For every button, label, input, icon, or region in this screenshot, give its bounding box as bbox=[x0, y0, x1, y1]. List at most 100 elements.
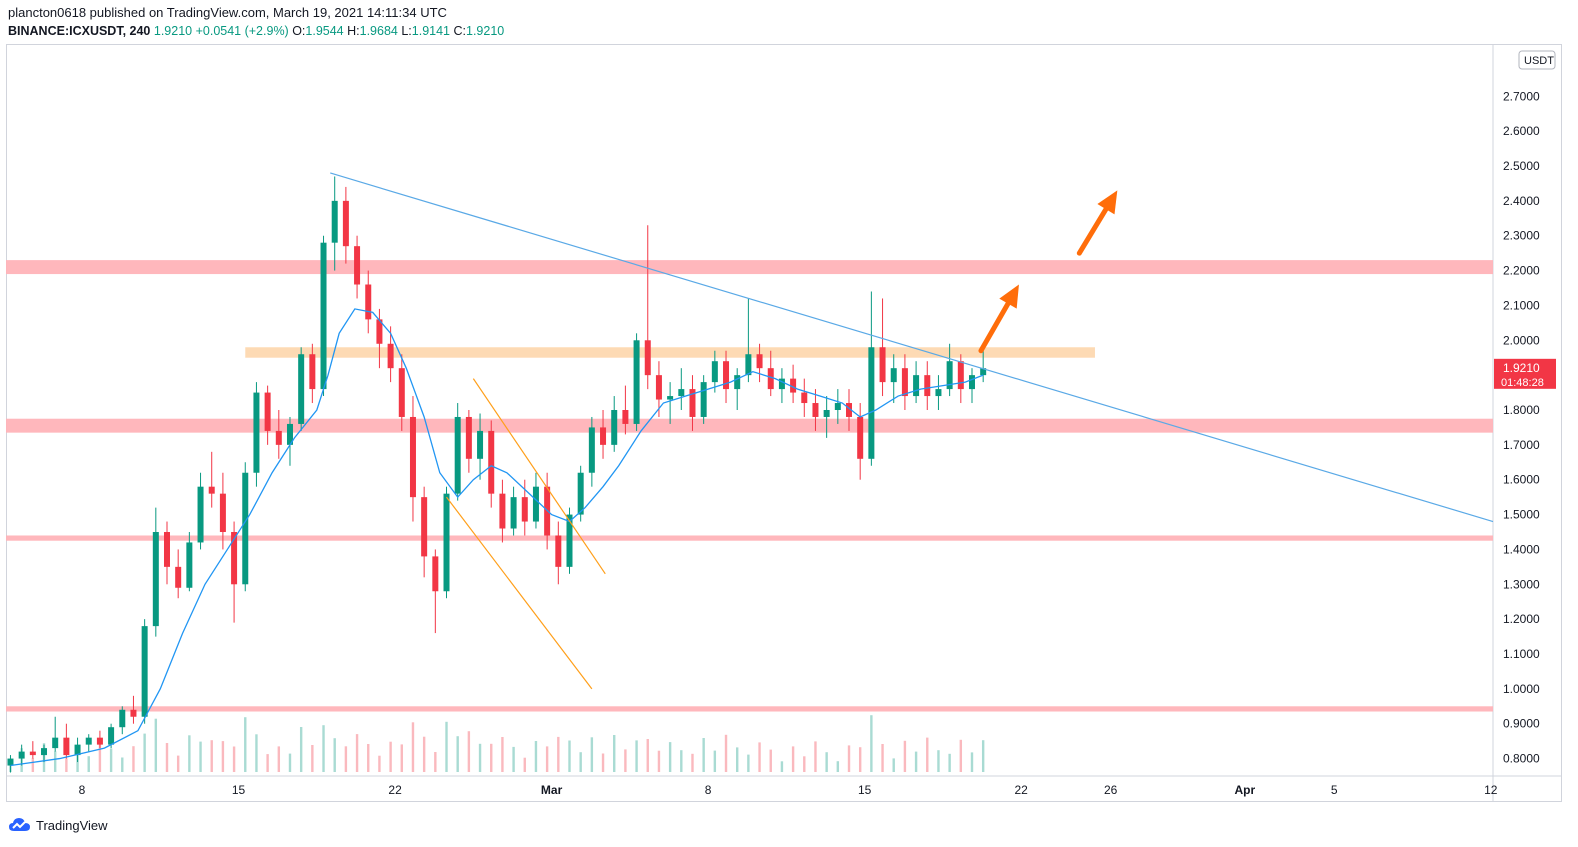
candle-countdown: 01:48:28 bbox=[1501, 377, 1544, 389]
candle-body bbox=[309, 354, 316, 390]
last-price: 1.9210 bbox=[153, 24, 193, 38]
candle-body bbox=[756, 354, 763, 369]
volume-bar bbox=[188, 735, 191, 772]
volume-bar bbox=[165, 743, 169, 772]
volume-bar bbox=[422, 736, 426, 772]
bullish-arrow-shaft-0 bbox=[978, 301, 1011, 354]
volume-bar bbox=[255, 734, 258, 772]
price-tick-label: 1.0000 bbox=[1503, 682, 1540, 696]
candle-body bbox=[868, 347, 875, 459]
candle-body bbox=[935, 389, 942, 397]
volume-bar bbox=[322, 725, 325, 772]
time-tick-label: Apr bbox=[1234, 783, 1255, 797]
bullish-arrow-head-1 bbox=[1097, 190, 1118, 215]
candle-body bbox=[298, 354, 305, 424]
tradingview-cloud-icon bbox=[9, 818, 30, 831]
candle-body bbox=[633, 340, 640, 424]
volume-bar bbox=[579, 752, 582, 772]
volume-bar bbox=[613, 735, 616, 772]
volume-bar bbox=[803, 756, 806, 772]
price-tick-label: 2.3000 bbox=[1503, 229, 1540, 243]
candle-body bbox=[622, 410, 629, 424]
volume-bar bbox=[847, 745, 851, 772]
candle-body bbox=[745, 354, 752, 376]
candle-body bbox=[175, 566, 182, 588]
volume-bar bbox=[903, 740, 907, 772]
price-tick-label: 1.7000 bbox=[1503, 438, 1540, 452]
candle-body bbox=[231, 532, 238, 585]
candle-body bbox=[566, 514, 573, 567]
candle-body bbox=[846, 403, 853, 417]
volume-bar bbox=[836, 761, 840, 772]
volume-bar bbox=[970, 752, 974, 772]
volume-bar bbox=[926, 737, 929, 772]
candle-body bbox=[711, 361, 718, 383]
time-tick-label: 22 bbox=[1015, 783, 1029, 797]
time-tick-label: 8 bbox=[705, 783, 712, 797]
candle-body bbox=[398, 368, 405, 417]
zone-resistance-4 bbox=[6, 706, 1493, 712]
candle-body bbox=[477, 430, 484, 459]
low-label: L: bbox=[401, 24, 412, 38]
candle-body bbox=[119, 709, 126, 728]
volume-bar bbox=[210, 740, 213, 772]
volume-bar bbox=[758, 742, 761, 772]
candle-body bbox=[421, 497, 428, 557]
candle-body bbox=[253, 392, 260, 473]
candle-body bbox=[29, 751, 36, 756]
volume-bar bbox=[333, 738, 336, 772]
candle-body bbox=[778, 378, 785, 390]
volume-bar bbox=[601, 753, 605, 772]
volume-bar bbox=[736, 747, 739, 772]
price-chart[interactable]: 2.7000 2.6000 2.5000 2.4000 2.3000 2.2000 2.10… bbox=[6, 44, 1562, 802]
price-tick-label: 2.6000 bbox=[1503, 124, 1540, 138]
volume-bar bbox=[121, 757, 124, 772]
volume-bar bbox=[747, 754, 750, 772]
volume-bar bbox=[512, 746, 515, 772]
falling-channel-line-1 bbox=[446, 496, 593, 690]
price-tick-label: 1.5000 bbox=[1503, 508, 1540, 522]
candle-body bbox=[108, 727, 115, 745]
candle-body bbox=[18, 751, 25, 759]
volume-bar bbox=[411, 722, 415, 772]
candle-body bbox=[454, 416, 461, 494]
current-price-tag bbox=[1494, 358, 1556, 389]
candle-body bbox=[376, 319, 383, 344]
high-value: 1.9684 bbox=[359, 24, 398, 38]
volume-bar bbox=[713, 750, 717, 772]
volume-bar bbox=[355, 734, 359, 772]
volume-bar bbox=[724, 734, 728, 772]
candle-body bbox=[644, 340, 651, 376]
candle-body bbox=[834, 403, 841, 410]
volume-bar bbox=[881, 744, 884, 772]
price-tick-label: 1.3000 bbox=[1503, 577, 1540, 591]
volume-bar bbox=[367, 744, 370, 772]
candle-body bbox=[85, 737, 92, 745]
candle-body bbox=[465, 416, 472, 459]
price-tick-label: 2.1000 bbox=[1503, 298, 1540, 312]
candle-body bbox=[924, 375, 931, 397]
volume-bar bbox=[892, 758, 895, 772]
volume-bar bbox=[870, 715, 873, 772]
volume-bar bbox=[680, 750, 683, 772]
descending-trendline bbox=[330, 172, 1494, 523]
volume-bar bbox=[244, 717, 247, 772]
low-value: 1.9141 bbox=[411, 24, 451, 38]
candle-body bbox=[488, 430, 495, 494]
zone-supply-1 bbox=[245, 347, 1095, 358]
candle-body bbox=[611, 410, 618, 445]
price-tick-label: 1.6000 bbox=[1503, 473, 1540, 487]
currency-label: USDT bbox=[1524, 55, 1554, 67]
candle-body bbox=[946, 361, 953, 390]
candle-body bbox=[980, 368, 987, 376]
volume-bar bbox=[65, 758, 68, 772]
volume-bar bbox=[668, 742, 672, 772]
candle-body bbox=[242, 472, 249, 585]
candle-body bbox=[689, 389, 696, 417]
candle-body bbox=[510, 497, 517, 529]
volume-bar bbox=[501, 737, 504, 772]
time-tick-label: 5 bbox=[1331, 783, 1338, 797]
volume-bar bbox=[98, 742, 102, 772]
candle-body bbox=[208, 486, 215, 494]
volume-bar bbox=[691, 753, 694, 772]
